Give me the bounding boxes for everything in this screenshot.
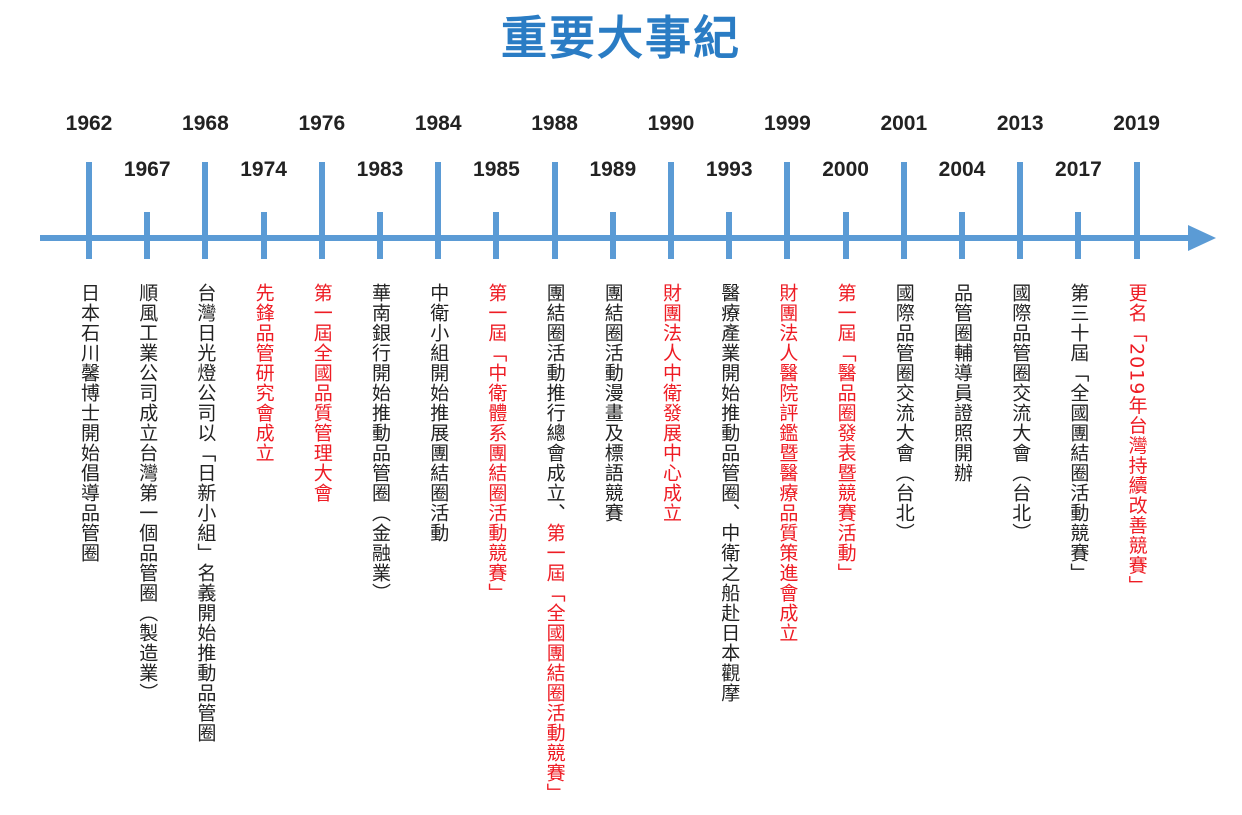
event-text: 第一屆「中衛體系團結圈活動競賽」 (485, 283, 508, 603)
event-year: 1967 (123, 158, 171, 181)
event-text: 先鋒品管研究會成立 (252, 283, 275, 463)
event-description: 財團法人醫院評鑑暨醫療品質策進會成立 (774, 283, 800, 643)
event-year: 2000 (822, 158, 869, 181)
event-tick (1075, 212, 1082, 259)
event-text: 更名「2019年台灣持續改善競賽」 (1125, 283, 1148, 596)
event-description: 國際品管圈交流大會（台北） (891, 283, 917, 543)
event-tick (726, 212, 733, 259)
event-description: 第一屆「中衛體系團結圈活動競賽」 (483, 283, 509, 603)
event-text: 國際品管圈交流大會（台北） (1009, 283, 1032, 543)
event-tick (493, 212, 500, 259)
event-year: 1983 (356, 158, 404, 181)
event-description: 先鋒品管研究會成立 (251, 283, 277, 463)
event-description: 台灣日光燈公司以「日新小組」名義開始推動品管圈 (192, 283, 218, 743)
page-title: 重要大事紀 (501, 11, 741, 65)
event-tick (842, 212, 849, 259)
event-description: 財團法人中衛發展中心成立 (658, 283, 684, 523)
event-text: 團結圈活動漫畫及標語競賽 (601, 283, 624, 523)
event-tick (1133, 162, 1140, 259)
event-text: 醫療產業開始推動品管圈、中衛之船赴日本觀摩 (718, 283, 741, 703)
event-description: 第一屆全國品質管理大會 (309, 283, 335, 503)
event-year: 2004 (938, 158, 986, 181)
event-year: 1993 (705, 158, 753, 181)
event-description: 日本石川馨博士開始倡導品管圈 (76, 283, 102, 563)
event-description: 團結圈活動漫畫及標語競賽 (600, 283, 626, 523)
event-year: 1968 (182, 112, 229, 135)
event-description: 第三十屆「全國團結圈活動競賽」 (1065, 283, 1091, 583)
event-text: 財團法人醫院評鑑暨醫療品質策進會成立 (776, 283, 799, 643)
arrow-head-icon (1188, 225, 1216, 251)
event-text: 財團法人中衛發展中心成立 (660, 283, 682, 523)
event-year: 2019 (1113, 112, 1160, 135)
event-tick (377, 212, 383, 259)
event-tick (318, 162, 325, 259)
event-text: 中衛小組開始推展團結圈活動 (427, 283, 450, 543)
event-text: 日本石川馨博士開始倡導品管圈 (78, 283, 100, 563)
event-tick (784, 162, 791, 259)
event-tick (668, 162, 674, 259)
event-tick (86, 162, 92, 259)
event-text: 第三十屆「全國團結圈活動競賽」 (1067, 283, 1090, 583)
event-year: 1990 (647, 112, 695, 135)
event-description: 第一屆「醫品圈發表暨競賽活動」 (833, 283, 859, 583)
event-text: 第一屆全國品質管理大會 (310, 283, 333, 503)
event-description: 華南銀行開始推動品管圈（金融業） (367, 283, 393, 603)
event-description: 品管圈輔導員證照開辦 (949, 283, 975, 483)
event-description: 團結圈活動推行總會成立、第一屆「全國團結圈活動競賽」 (542, 283, 568, 803)
event-year: 1985 (473, 158, 520, 181)
event-text-highlight: 第一屆「全國團結圈活動競賽」 (543, 523, 566, 803)
event-year: 2001 (880, 112, 928, 135)
event-tick (959, 212, 965, 259)
event-text: 第一屆「醫品圈發表暨競賽活動」 (834, 283, 857, 583)
event-year: 2017 (1055, 158, 1102, 181)
event-year: 1989 (589, 158, 637, 181)
event-year: 2013 (996, 112, 1044, 135)
event-text: 華南銀行開始推動品管圈（金融業） (369, 283, 391, 603)
event-description: 順風工業公司成立台灣第一個品管圈（製造業） (134, 283, 160, 703)
event-year: 1962 (65, 112, 113, 135)
event-description: 更名「2019年台灣持續改善競賽」 (1124, 283, 1150, 595)
event-description: 醫療產業開始推動品管圈、中衛之船赴日本觀摩 (716, 283, 742, 703)
event-text: 國際品管圈交流大會（台北） (892, 283, 915, 543)
event-year: 1976 (298, 112, 346, 135)
event-year: 1984 (414, 112, 462, 135)
event-year: 1999 (764, 112, 811, 135)
event-text: 團結圈活動推行總會成立、 (543, 283, 566, 523)
event-tick (609, 212, 616, 259)
event-text: 品管圈輔導員證照開辦 (951, 283, 973, 483)
event-description: 國際品管圈交流大會（台北） (1007, 283, 1033, 543)
event-tick (1017, 162, 1024, 259)
event-text: 台灣日光燈公司以「日新小組」名義開始推動品管圈 (194, 283, 217, 743)
event-description: 中衛小組開始推展團結圈活動 (425, 283, 451, 543)
event-tick (900, 162, 907, 259)
timeline-axis (40, 235, 1200, 241)
event-year: 1988 (531, 112, 578, 135)
event-tick (551, 162, 558, 259)
event-tick (144, 212, 151, 259)
event-year: 1974 (240, 158, 287, 181)
event-text: 順風工業公司成立台灣第一個品管圈（製造業） (136, 283, 159, 703)
event-tick (435, 162, 442, 259)
event-tick (260, 212, 267, 259)
event-tick (202, 162, 209, 259)
